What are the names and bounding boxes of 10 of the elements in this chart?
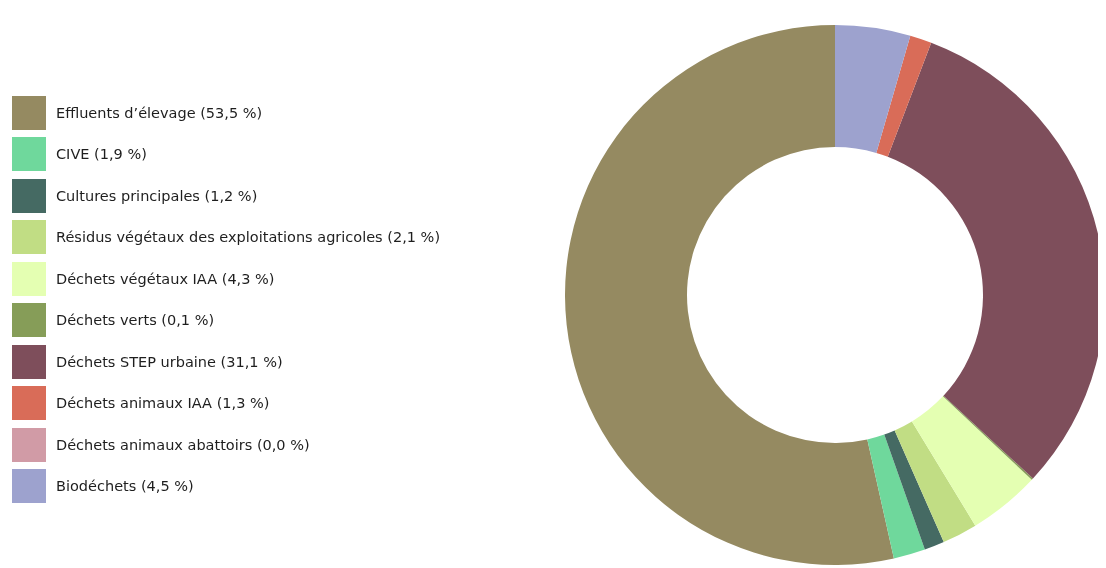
legend-label: Cultures principales (1,2 %) — [56, 187, 258, 204]
legend-label: Résidus végétaux des exploitations agricoles (2,1 %) — [56, 229, 441, 246]
legend-label: Déchets végétaux IAA (4,3 %) — [56, 270, 275, 287]
legend-label: Déchets STEP urbaine (31,1 %) — [56, 353, 283, 370]
legend-label: CIVE (1,9 %) — [56, 146, 147, 163]
legend-label: Déchets animaux abattoirs (0,0 %) — [56, 436, 310, 453]
legend-label: Déchets verts (0,1 %) — [56, 312, 215, 329]
legend-label: Biodéchets (4,5 %) — [56, 478, 194, 495]
legend-label: Effluents d’élevage (53,5 %) — [56, 104, 263, 121]
legend-label: Déchets animaux IAA (1,3 %) — [56, 395, 270, 412]
